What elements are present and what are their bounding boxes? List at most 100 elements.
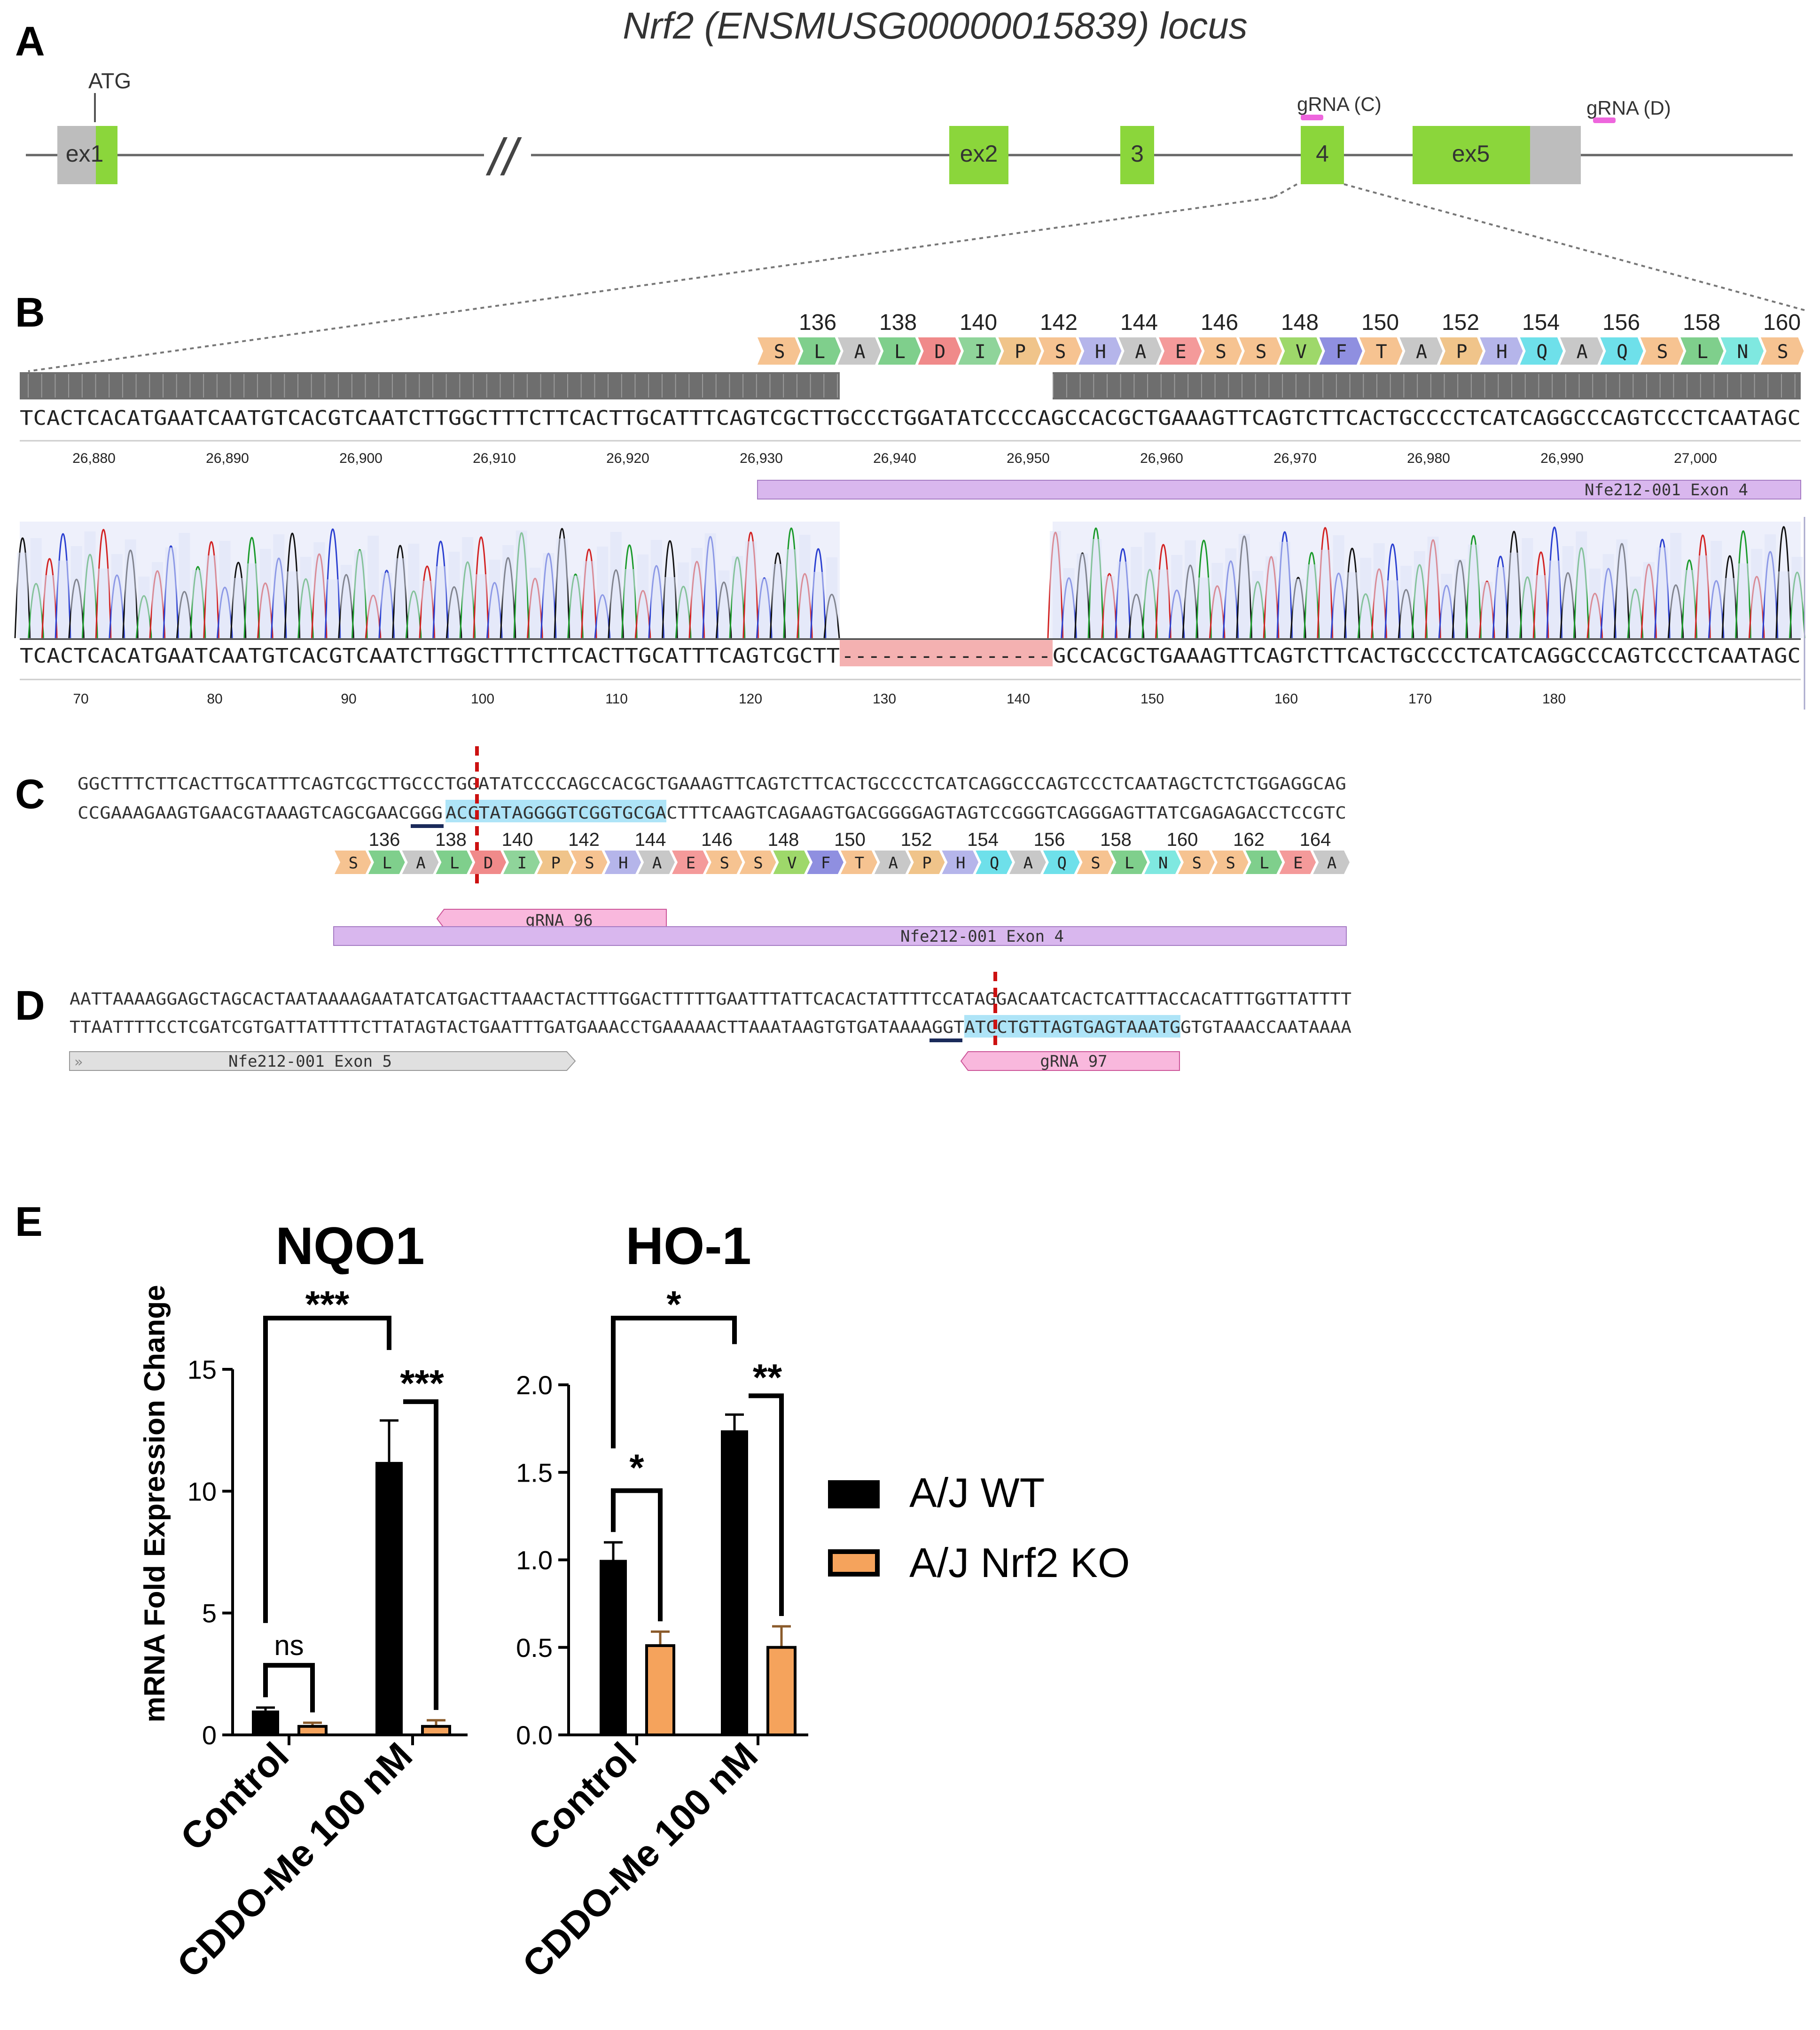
d-bottom-highlight: ATCCTGTTAGTGAGTAAATG xyxy=(964,1018,1180,1037)
aa-number: 136 xyxy=(799,310,836,335)
quality-bar xyxy=(354,550,366,638)
amino-acid-letter: N xyxy=(1158,854,1168,873)
amino-acid-letter: T xyxy=(1376,341,1387,363)
ruler-label: 27,000 xyxy=(1674,451,1717,466)
quality-bar xyxy=(1306,564,1318,638)
aa-number: 146 xyxy=(1201,310,1238,335)
legend-wt-label: A/J WT xyxy=(909,1469,1045,1516)
amino-acid-letter: E xyxy=(686,854,695,873)
aa-number: 162 xyxy=(1233,829,1265,850)
amino-acid-letter: I xyxy=(517,854,527,873)
read-ruler-label: 80 xyxy=(207,691,222,707)
aa-number: 140 xyxy=(960,310,997,335)
aa-number: 158 xyxy=(1100,829,1132,850)
amino-acid-letter: S xyxy=(349,854,358,873)
sig-label-outer: * xyxy=(666,1283,681,1325)
quality-bar xyxy=(583,561,595,638)
quality-bar xyxy=(1171,555,1183,638)
ruler-label: 26,940 xyxy=(873,451,916,466)
ruler-label: 26,880 xyxy=(72,451,116,466)
quality-bar xyxy=(1616,539,1628,638)
b-ruler: 26,880 26,890 26,900 26,910 26,920 26,930 26,9… xyxy=(72,451,1717,466)
amino-acid-letter: S xyxy=(1226,854,1235,873)
amino-acid-chevron xyxy=(1560,337,1603,365)
amino-acid-chevron xyxy=(1038,337,1082,365)
amino-acid-letter: E xyxy=(1293,854,1303,873)
quality-bar xyxy=(1481,582,1493,638)
quality-bar xyxy=(1144,532,1156,638)
amino-acid-chevron xyxy=(402,851,439,874)
read-ruler-label: 140 xyxy=(1007,691,1030,707)
quality-bar xyxy=(1724,578,1735,638)
amino-acid-letter: A xyxy=(652,854,662,873)
quality-bar xyxy=(1185,540,1196,638)
amino-acid-letter: Q xyxy=(1536,341,1547,363)
amino-acid-chevron xyxy=(1245,851,1282,874)
quality-bar xyxy=(678,562,689,638)
quality-bar xyxy=(691,548,703,638)
quality-bar xyxy=(1548,561,1560,638)
amino-acid-letter: A xyxy=(1135,341,1146,363)
quality-bar xyxy=(1791,557,1803,638)
amino-acid-chevron xyxy=(368,851,405,874)
amino-acid-letter: Q xyxy=(1057,854,1066,873)
b-read-ruler: 70 80 90 100 110 120 130 140 150 160 170 180 xyxy=(73,691,1566,707)
quality-bar xyxy=(152,562,163,638)
e-ylabel: mRNA Fold Expression Change xyxy=(139,1285,171,1722)
c-top-strand: GGCTTTCTTCACTTGCATTTCAGTCGCTTGCCCTGGATAT… xyxy=(78,774,1346,794)
amino-acid-chevron xyxy=(976,851,1012,874)
bar xyxy=(375,1462,403,1735)
sig-bracket-treated xyxy=(403,1399,438,1710)
amino-acid-chevron xyxy=(908,851,945,874)
amino-acid-letter: P xyxy=(551,854,560,873)
amino-acid-chevron xyxy=(874,851,911,874)
quality-bar xyxy=(1589,569,1601,638)
read-ruler-label: 150 xyxy=(1140,691,1164,707)
amino-acid-letter: D xyxy=(484,854,493,873)
b-exon4-annotation xyxy=(757,480,1801,500)
amino-acid-chevron xyxy=(1439,337,1483,365)
quality-bar xyxy=(718,570,730,638)
quality-bar xyxy=(1562,546,1574,638)
ruler-label: 26,910 xyxy=(473,451,516,466)
quality-bar xyxy=(543,553,555,638)
sig-bracket-outer xyxy=(263,1316,391,1623)
amino-acid-chevron xyxy=(1159,337,1202,365)
quality-bar xyxy=(785,549,797,638)
chart-title: HO-1 xyxy=(625,1217,751,1275)
aa-number: 160 xyxy=(1167,829,1198,850)
quality-bar xyxy=(1751,549,1763,638)
panel-letter-d: D xyxy=(15,982,45,1029)
panel-b: B 136 138 140 142 144 146 148 150 152 154 156 158 16… xyxy=(14,289,1805,710)
amino-acid-chevron xyxy=(1078,337,1122,365)
amino-acid-letter: S xyxy=(585,854,594,873)
amino-acid-chevron xyxy=(1178,851,1215,874)
exon1-coding xyxy=(96,126,117,184)
amino-acid-letter: S xyxy=(1656,341,1668,363)
sig-bracket-control xyxy=(263,1663,315,1713)
amino-acid-letter: T xyxy=(855,854,864,873)
aa-number: 144 xyxy=(1120,310,1158,335)
quality-bar xyxy=(1117,562,1129,638)
amino-acid-chevron xyxy=(1520,337,1563,365)
quality-bar xyxy=(1360,558,1372,638)
amino-acid-chevron xyxy=(807,851,844,874)
quality-bar xyxy=(313,542,325,638)
amino-acid-chevron xyxy=(1279,337,1322,365)
amino-acid-letter: H xyxy=(956,854,965,873)
ruler-label: 26,990 xyxy=(1540,451,1584,466)
aa-number: 156 xyxy=(1034,829,1065,850)
amino-acid-chevron xyxy=(1118,337,1162,365)
amino-acid-letter: A xyxy=(1577,341,1588,363)
aa-number: 154 xyxy=(1522,310,1560,335)
quality-bar xyxy=(1211,563,1223,638)
quality-bar xyxy=(758,578,770,638)
amino-acid-letter: H xyxy=(618,854,628,873)
sig-bracket-control xyxy=(611,1488,663,1622)
b-reference-sequence: TCACTCACATGAATCAATGTCACGTCAATCTTGGCTTTCT… xyxy=(20,406,1801,430)
amino-acid-letter: A xyxy=(1023,854,1033,873)
